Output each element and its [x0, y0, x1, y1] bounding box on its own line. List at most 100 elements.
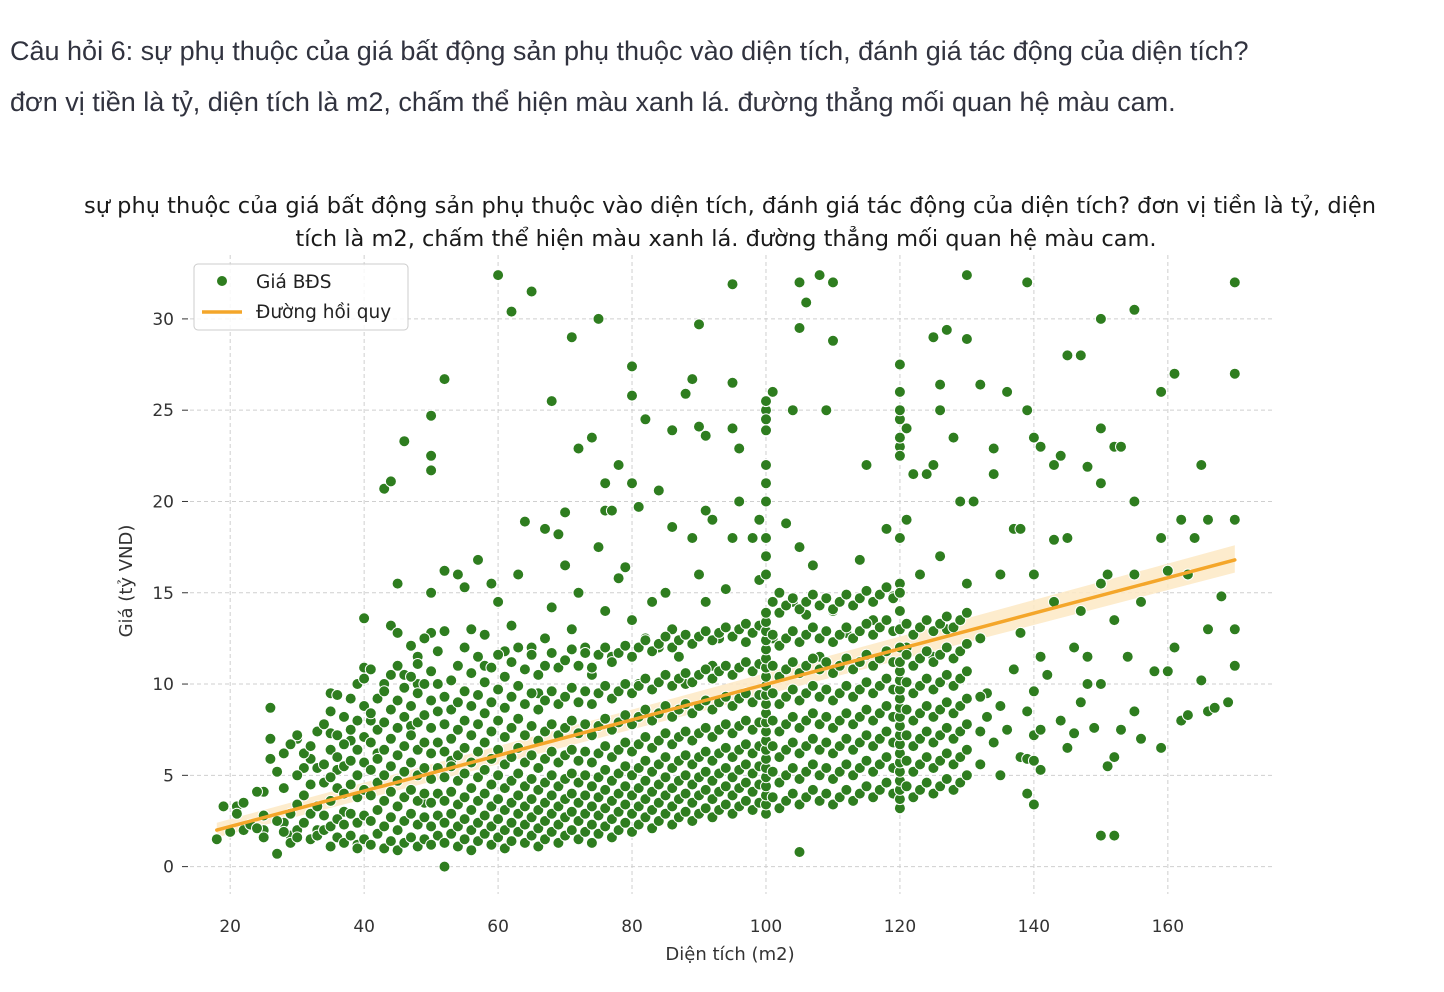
data-point	[465, 782, 478, 795]
data-point	[626, 745, 638, 758]
data-point	[639, 672, 652, 685]
data-point	[793, 541, 806, 554]
data-point	[1081, 650, 1094, 663]
data-point	[518, 698, 531, 711]
data-point	[994, 769, 1007, 782]
data-point	[760, 495, 772, 508]
data-point	[458, 685, 471, 698]
data-point	[371, 692, 384, 705]
data-point	[398, 681, 411, 694]
data-point	[706, 513, 719, 526]
data-point	[498, 782, 511, 795]
data-point	[880, 700, 893, 712]
data-point	[532, 822, 545, 835]
data-point	[786, 736, 799, 749]
data-point	[760, 424, 772, 437]
data-point	[545, 718, 558, 731]
data-point	[666, 679, 679, 692]
data-point	[612, 805, 625, 818]
data-point	[405, 639, 417, 652]
data-point	[532, 762, 545, 774]
data-point	[907, 628, 920, 641]
data-point	[726, 630, 739, 643]
data-point	[739, 738, 752, 751]
data-point	[592, 771, 605, 784]
data-point	[652, 815, 665, 827]
data-point	[940, 641, 953, 654]
data-point	[619, 816, 632, 829]
data-point	[927, 736, 940, 749]
data-point	[411, 818, 424, 831]
data-point	[626, 389, 638, 402]
data-point	[686, 637, 699, 650]
data-point	[485, 696, 498, 709]
data-point	[699, 783, 712, 796]
data-point	[565, 681, 578, 694]
data-point	[478, 736, 491, 749]
data-point	[914, 707, 926, 720]
data-point	[619, 678, 632, 690]
data-point	[518, 663, 531, 676]
data-point	[498, 670, 511, 683]
data-point	[1074, 696, 1087, 709]
data-point	[418, 736, 431, 749]
x-tick-label: 60	[487, 917, 509, 937]
data-point	[565, 787, 578, 800]
data-point	[391, 694, 404, 707]
data-point	[893, 656, 906, 669]
data-point	[378, 743, 391, 756]
data-point	[264, 732, 277, 745]
data-point	[639, 793, 652, 806]
data-point	[753, 513, 766, 526]
data-point	[853, 592, 866, 605]
data-point	[398, 791, 411, 804]
data-point	[940, 668, 953, 681]
data-point	[539, 815, 551, 827]
data-point	[880, 725, 893, 738]
data-point	[914, 783, 926, 796]
data-point	[1121, 650, 1134, 663]
regression-line	[215, 558, 1237, 832]
data-point	[987, 736, 1000, 749]
data-point	[545, 601, 558, 614]
data-point	[1115, 440, 1127, 453]
data-point	[1228, 623, 1241, 636]
data-point	[733, 495, 746, 508]
data-point	[907, 468, 920, 481]
data-point	[378, 685, 391, 698]
data-point	[532, 703, 545, 716]
data-point	[505, 816, 518, 829]
data-point	[592, 541, 605, 554]
data-point	[726, 771, 739, 784]
data-point	[579, 718, 592, 731]
data-point	[277, 782, 290, 795]
data-point	[512, 641, 525, 654]
data-point	[880, 522, 893, 535]
data-point	[1094, 477, 1107, 490]
data-point	[1228, 367, 1241, 380]
data-point	[900, 754, 913, 767]
data-point	[927, 331, 940, 344]
data-point	[840, 679, 853, 692]
data-point	[706, 754, 719, 767]
data-point	[766, 791, 779, 804]
data-point	[719, 741, 732, 754]
data-point	[1034, 763, 1047, 776]
data-point	[612, 787, 625, 800]
data-point	[739, 617, 752, 630]
data-point	[659, 807, 672, 820]
data-point	[873, 783, 886, 796]
data-point	[833, 687, 846, 700]
legend-label-line: Đường hồi quy	[256, 302, 391, 323]
data-point	[431, 829, 444, 842]
data-point	[405, 783, 417, 796]
data-point	[786, 404, 799, 417]
data-point	[746, 747, 759, 760]
data-point	[210, 833, 223, 846]
data-point	[505, 721, 518, 734]
data-point	[900, 513, 913, 526]
data-point	[940, 721, 953, 734]
data-point	[686, 734, 699, 747]
data-point	[820, 762, 833, 774]
data-point	[746, 804, 759, 816]
